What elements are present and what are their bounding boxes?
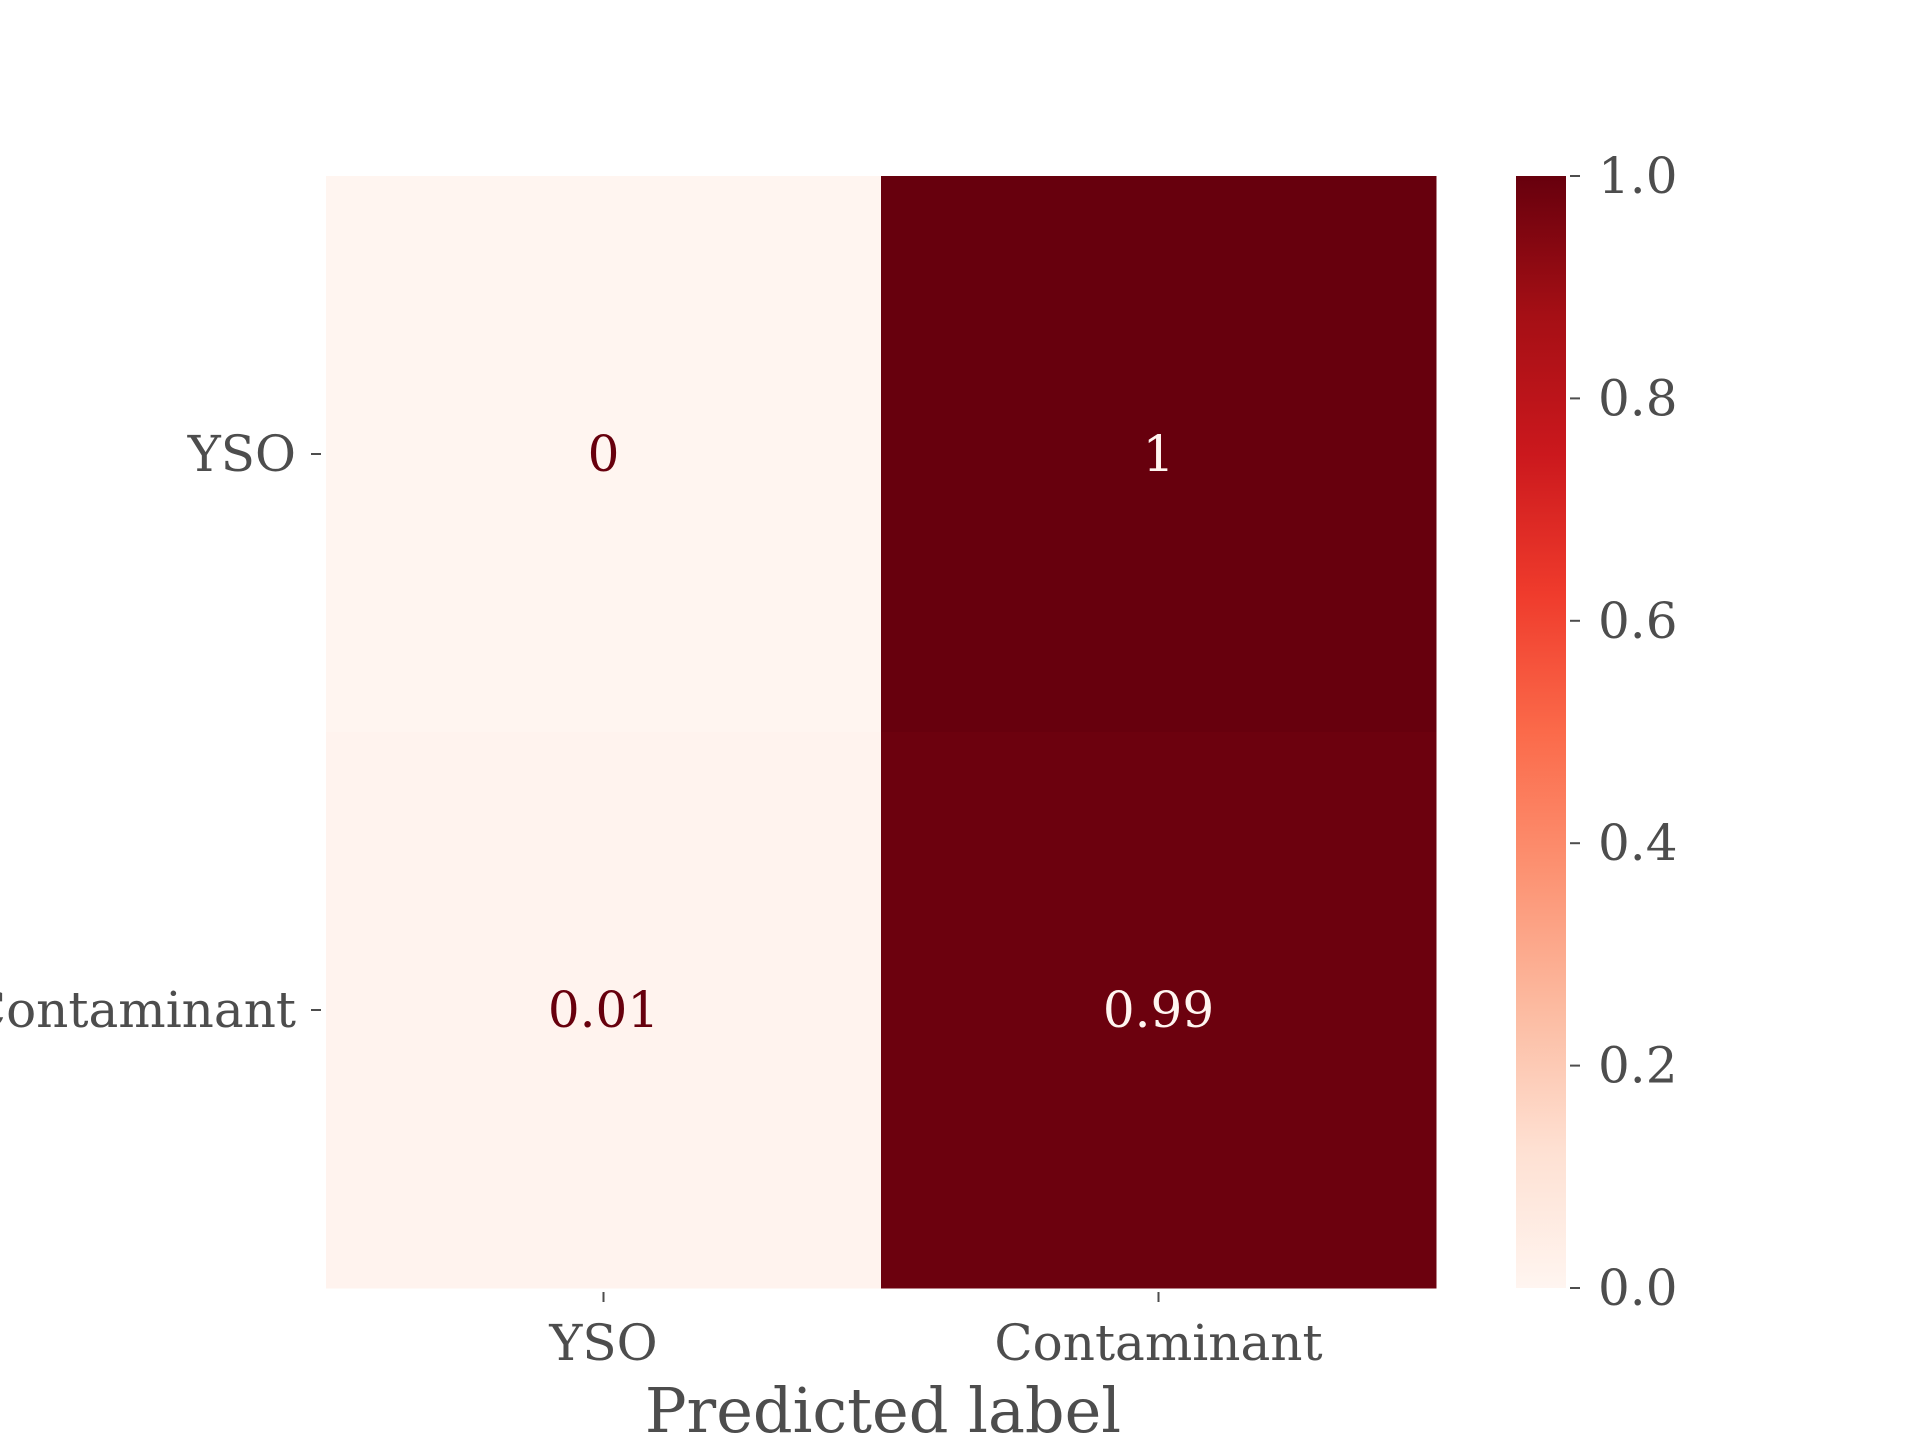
x-axis: YSO Contaminant (548, 1292, 1323, 1372)
colorbar-tick-label-1: 0.2 (1598, 1037, 1678, 1095)
y-tick-label-0: YSO (187, 425, 296, 483)
cell-label-r0-c0: 0 (588, 425, 620, 483)
colorbar-tick-label-2: 0.4 (1598, 814, 1678, 872)
heatmap-plot-area: 0 1 0.01 0.99 (326, 176, 1437, 1289)
cell-label-r1-c0: 0.01 (548, 981, 659, 1039)
colorbar: 0.0 0.2 0.4 0.6 0.8 1.0 (1516, 147, 1678, 1317)
colorbar-gradient (1516, 176, 1566, 1288)
colorbar-tick-label-5: 1.0 (1598, 147, 1678, 205)
colorbar-tick-label-3: 0.6 (1598, 592, 1678, 650)
cell-label-r0-c1: 1 (1143, 425, 1175, 483)
heatmap-cell-r1-c1 (881, 732, 1437, 1289)
x-tick-label-1: Contaminant (994, 1314, 1322, 1372)
y-axis: YSO Contaminant (0, 425, 321, 1039)
x-tick-label-0: YSO (548, 1314, 657, 1372)
heatmap-cell-r0-c0 (326, 176, 882, 733)
x-axis-title: Predicted label (645, 1374, 1121, 1440)
heatmap-cell-r0-c1 (881, 176, 1437, 733)
y-tick-label-1: Contaminant (0, 981, 296, 1039)
cell-label-r1-c1: 0.99 (1103, 981, 1214, 1039)
colorbar-tick-label-0: 0.0 (1598, 1259, 1678, 1317)
heatmap-cell-r1-c0 (326, 732, 882, 1289)
colorbar-tick-label-4: 0.8 (1598, 369, 1678, 427)
